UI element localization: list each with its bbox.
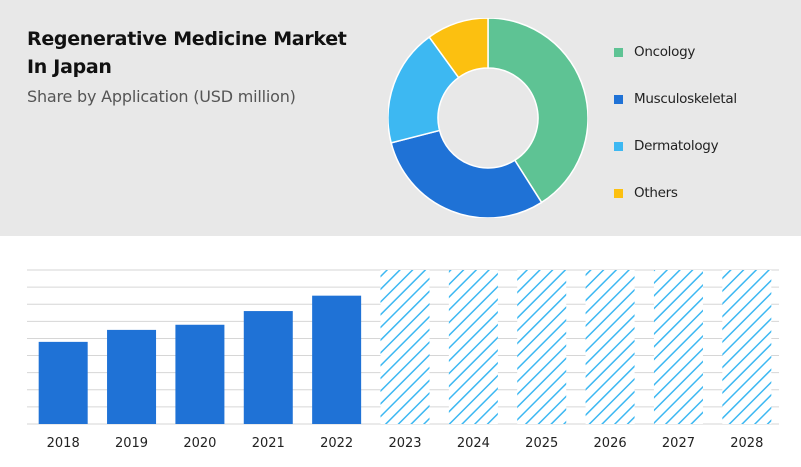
projected-bar-2028 — [722, 270, 772, 424]
legend: Oncology Musculoskeletal Dermatology Others — [614, 40, 794, 228]
projected-bar-2024 — [448, 270, 498, 424]
bar-2022 — [312, 295, 362, 424]
legend-label: Others — [634, 185, 678, 201]
legend-item-dermatology: Dermatology — [614, 134, 794, 158]
legend-item-others: Others — [614, 181, 794, 205]
x-tick-label: 2018 — [47, 436, 80, 451]
legend-swatch — [614, 188, 623, 198]
x-tick-label: 2028 — [730, 436, 763, 451]
chart-title-line-2: In Japan — [27, 56, 112, 78]
donut-slice-others — [428, 18, 489, 79]
donut-slice-oncology — [487, 18, 588, 204]
projected-bar-2023 — [380, 270, 430, 424]
projected-bar-2027 — [653, 270, 703, 424]
bar-2019 — [107, 329, 157, 424]
x-tick-label: 2027 — [662, 436, 695, 451]
bar-marks — [38, 270, 772, 424]
donut-chart — [388, 18, 588, 218]
legend-label: Dermatology — [634, 138, 719, 154]
legend-label: Oncology — [634, 44, 696, 60]
donut-slice-musculoskeletal — [390, 129, 543, 218]
x-tick-label: 2023 — [388, 436, 421, 451]
x-tick-label: 2020 — [183, 436, 216, 451]
legend-swatch — [614, 141, 623, 151]
legend-item-oncology: Oncology — [614, 40, 794, 64]
projected-bar-2025 — [517, 270, 567, 424]
chart-title: Regenerative Medicine Market In Japan — [27, 25, 367, 81]
legend-swatch — [614, 47, 623, 57]
x-tick-label: 2026 — [594, 436, 627, 451]
x-tick-label: 2021 — [252, 436, 285, 451]
projected-bar-2026 — [585, 270, 635, 424]
chart-title-line-1: Regenerative Medicine Market — [27, 28, 347, 50]
legend-item-musculoskeletal: Musculoskeletal — [614, 87, 794, 111]
x-tick-label: 2022 — [320, 436, 353, 451]
bar-chart: 2018 2019 2020 2021 2022 2023 2024 2025 2026 2027… — [27, 269, 779, 451]
bar-x-labels: 2018 2019 2020 2021 2022 2023 2024 2025 2026 2027… — [47, 436, 764, 451]
x-tick-label: 2019 — [115, 436, 148, 451]
chart-subtitle: Share by Application (USD million) — [27, 87, 296, 106]
bar-2021 — [243, 311, 293, 424]
x-tick-label: 2025 — [525, 436, 558, 451]
bar-2018 — [38, 341, 88, 424]
x-tick-label: 2024 — [457, 436, 490, 451]
bar-2020 — [175, 324, 225, 424]
legend-label: Musculoskeletal — [634, 91, 737, 107]
legend-swatch — [614, 94, 623, 104]
